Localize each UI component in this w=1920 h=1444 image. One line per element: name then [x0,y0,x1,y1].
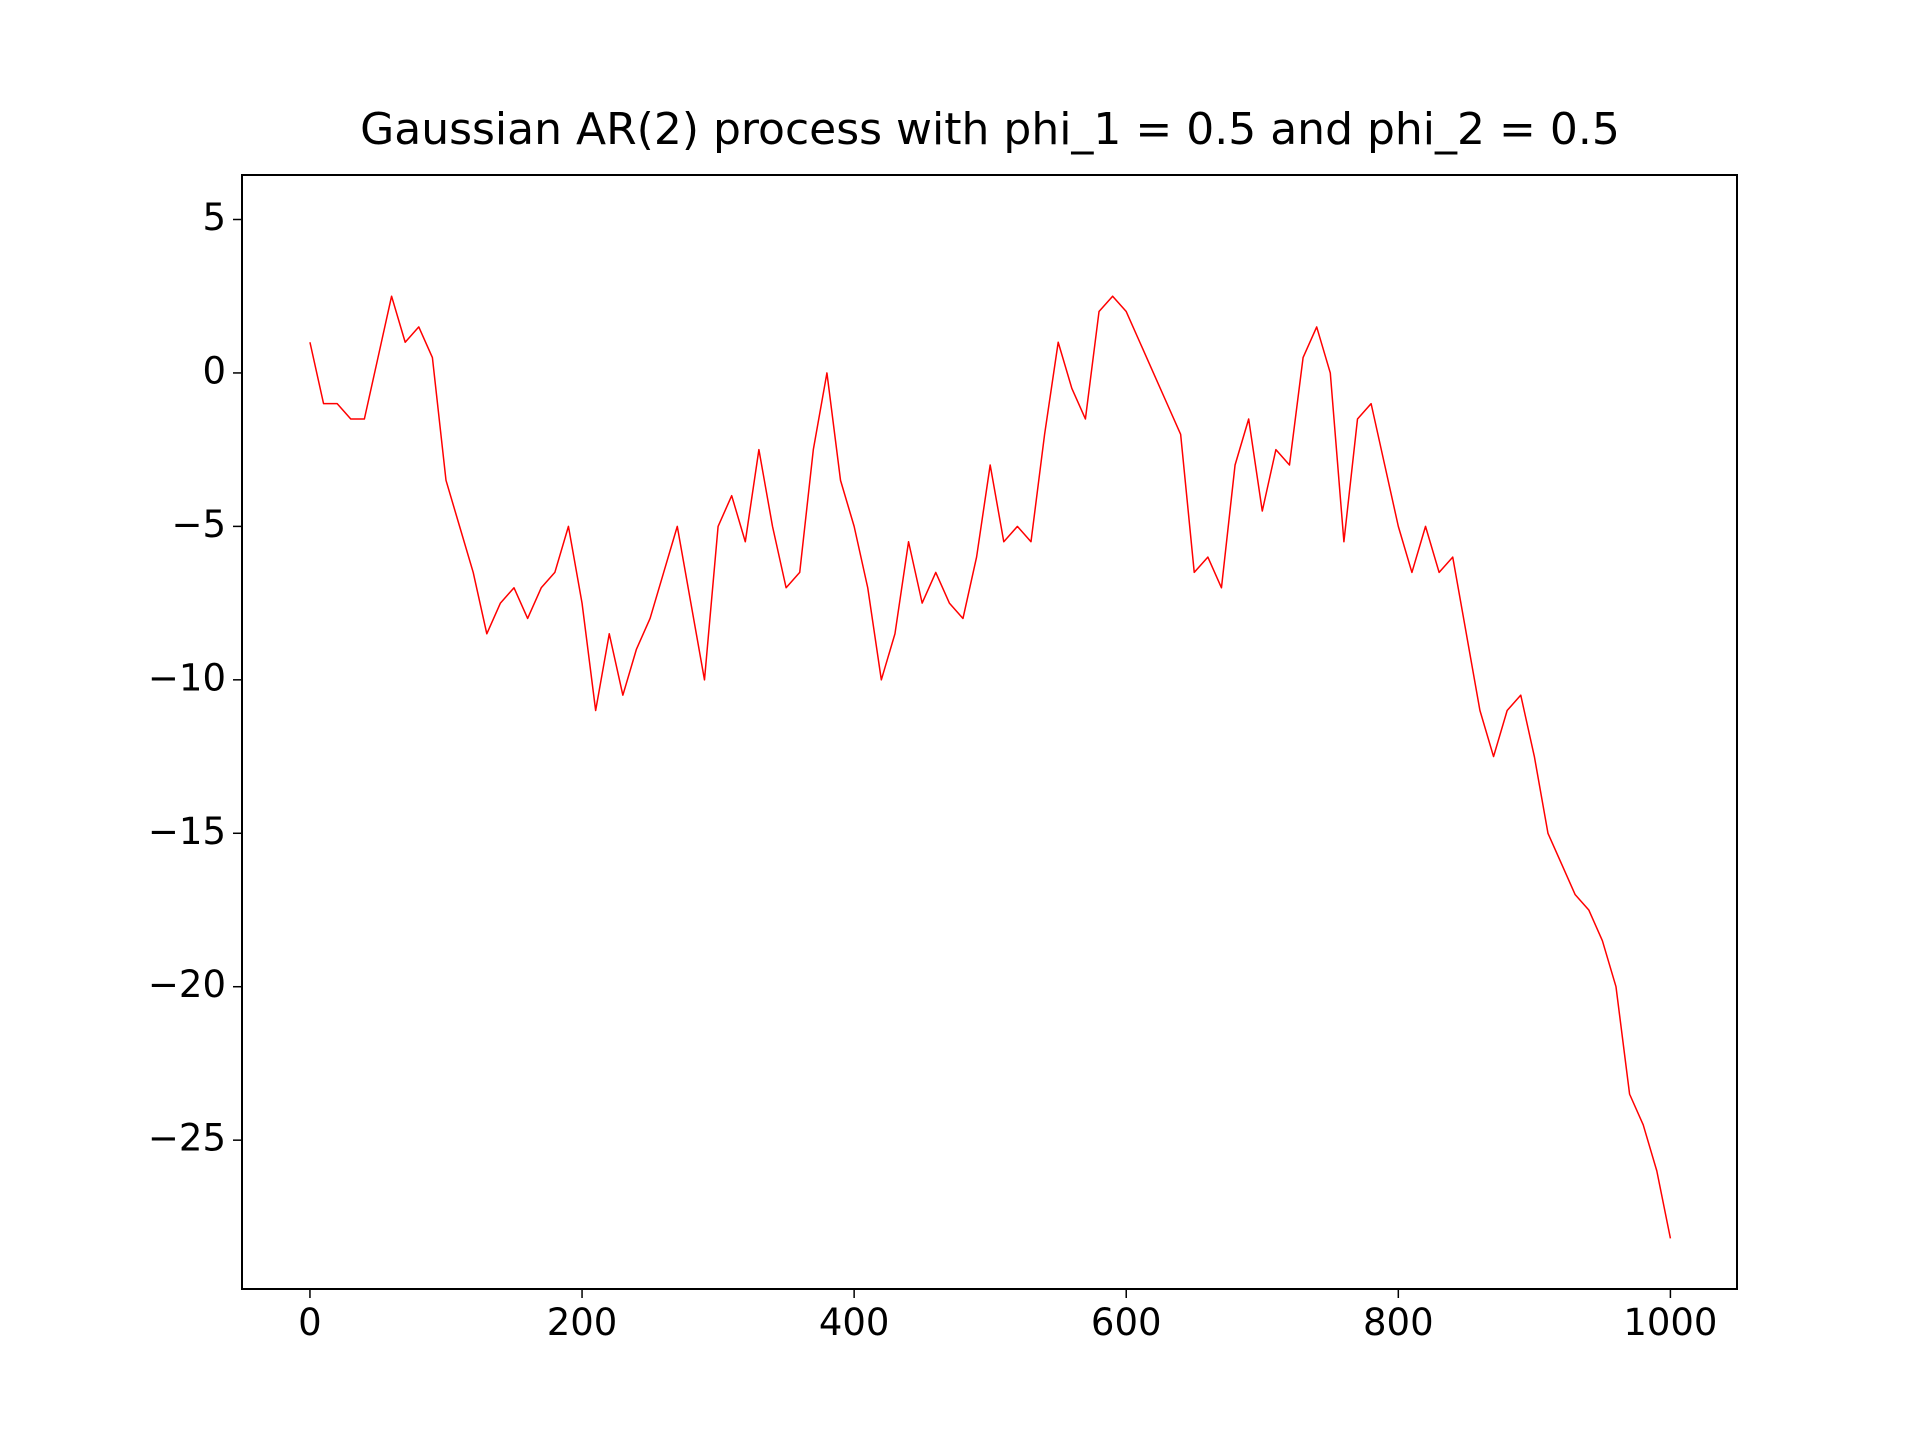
x-tick-label: 0 [298,1301,322,1344]
y-tick-label: −20 [148,963,226,1006]
line-series [309,295,1672,1239]
x-tick-label: 200 [547,1301,618,1344]
x-tick-label: 400 [819,1301,890,1344]
y-tick-label: −10 [148,656,226,699]
y-tick-label: −5 [171,503,226,546]
chart-title: Gaussian AR(2) process with phi_1 = 0.5 … [360,104,1620,155]
y-tick-label: −25 [148,1117,226,1160]
x-tick-label: 1000 [1623,1301,1717,1344]
x-tick-label: 800 [1363,1301,1434,1344]
y-tick-label: 5 [202,196,226,239]
y-tick-label: 0 [202,349,226,392]
plot-frame [241,174,1738,1290]
y-tick-label: −15 [148,810,226,853]
x-tick-label: 600 [1091,1301,1162,1344]
